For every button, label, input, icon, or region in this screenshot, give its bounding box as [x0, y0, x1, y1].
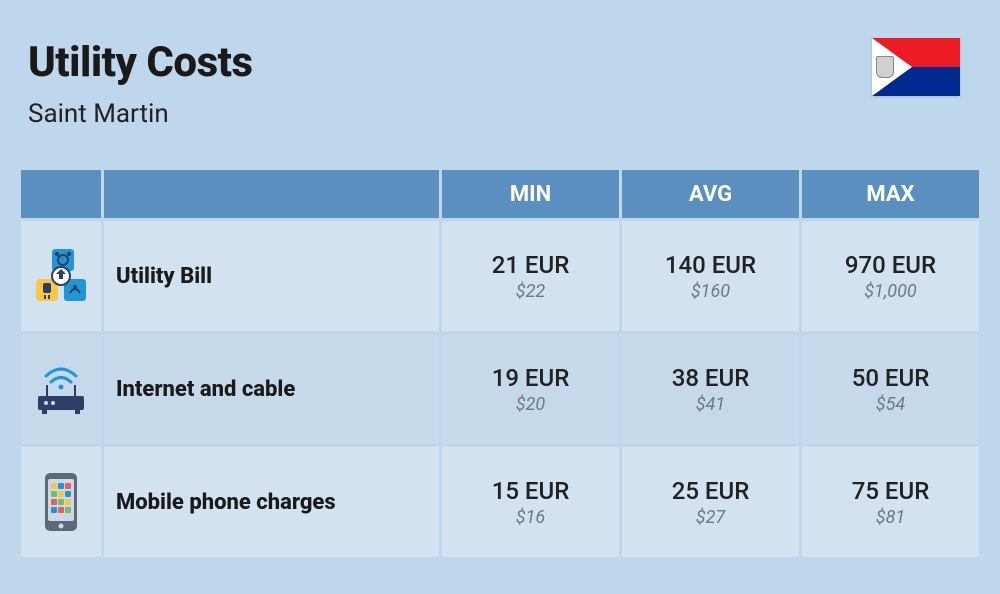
row-label: Utility Bill: [104, 221, 439, 331]
cell-avg: 140 EUR $160: [622, 221, 799, 331]
value-eur: 50 EUR: [802, 364, 979, 392]
table-header-row: MIN AVG MAX: [21, 170, 979, 218]
value-eur: 21 EUR: [442, 251, 619, 279]
header-avg: AVG: [622, 170, 799, 218]
page-root: Utility Costs Saint Martin MIN AVG MAX: [0, 0, 1000, 594]
value-usd: $1,000: [802, 281, 979, 302]
value-eur: 15 EUR: [442, 477, 619, 505]
router-icon: [21, 334, 101, 444]
table-body: Utility Bill 21 EUR $22 140 EUR $160 970…: [21, 221, 979, 557]
row-label: Internet and cable: [104, 334, 439, 444]
header-max: MAX: [802, 170, 979, 218]
cell-max: 75 EUR $81: [802, 447, 979, 557]
utility-icon: [21, 221, 101, 331]
header-blank-label: [104, 170, 439, 218]
value-usd: $27: [622, 507, 799, 528]
value-eur: 19 EUR: [442, 364, 619, 392]
cell-max: 50 EUR $54: [802, 334, 979, 444]
cell-max: 970 EUR $1,000: [802, 221, 979, 331]
value-eur: 970 EUR: [802, 251, 979, 279]
flag-icon: [872, 38, 960, 96]
value-usd: $16: [442, 507, 619, 528]
value-eur: 38 EUR: [622, 364, 799, 392]
value-eur: 75 EUR: [802, 477, 979, 505]
value-usd: $54: [802, 394, 979, 415]
cost-table: MIN AVG MAX: [18, 167, 982, 560]
header-blank-icon: [21, 170, 101, 218]
table-row: Mobile phone charges 15 EUR $16 25 EUR $…: [21, 447, 979, 557]
cell-avg: 38 EUR $41: [622, 334, 799, 444]
cell-min: 19 EUR $20: [442, 334, 619, 444]
header: Utility Costs Saint Martin: [18, 38, 982, 129]
value-usd: $41: [622, 394, 799, 415]
table-row: Internet and cable 19 EUR $20 38 EUR $41…: [21, 334, 979, 444]
page-title: Utility Costs: [28, 38, 982, 87]
row-label: Mobile phone charges: [104, 447, 439, 557]
value-eur: 140 EUR: [622, 251, 799, 279]
page-subtitle: Saint Martin: [28, 99, 982, 129]
phone-icon: [21, 447, 101, 557]
value-eur: 25 EUR: [622, 477, 799, 505]
header-min: MIN: [442, 170, 619, 218]
cell-min: 21 EUR $22: [442, 221, 619, 331]
value-usd: $20: [442, 394, 619, 415]
value-usd: $160: [622, 281, 799, 302]
cell-avg: 25 EUR $27: [622, 447, 799, 557]
table-row: Utility Bill 21 EUR $22 140 EUR $160 970…: [21, 221, 979, 331]
value-usd: $22: [442, 281, 619, 302]
value-usd: $81: [802, 507, 979, 528]
cell-min: 15 EUR $16: [442, 447, 619, 557]
